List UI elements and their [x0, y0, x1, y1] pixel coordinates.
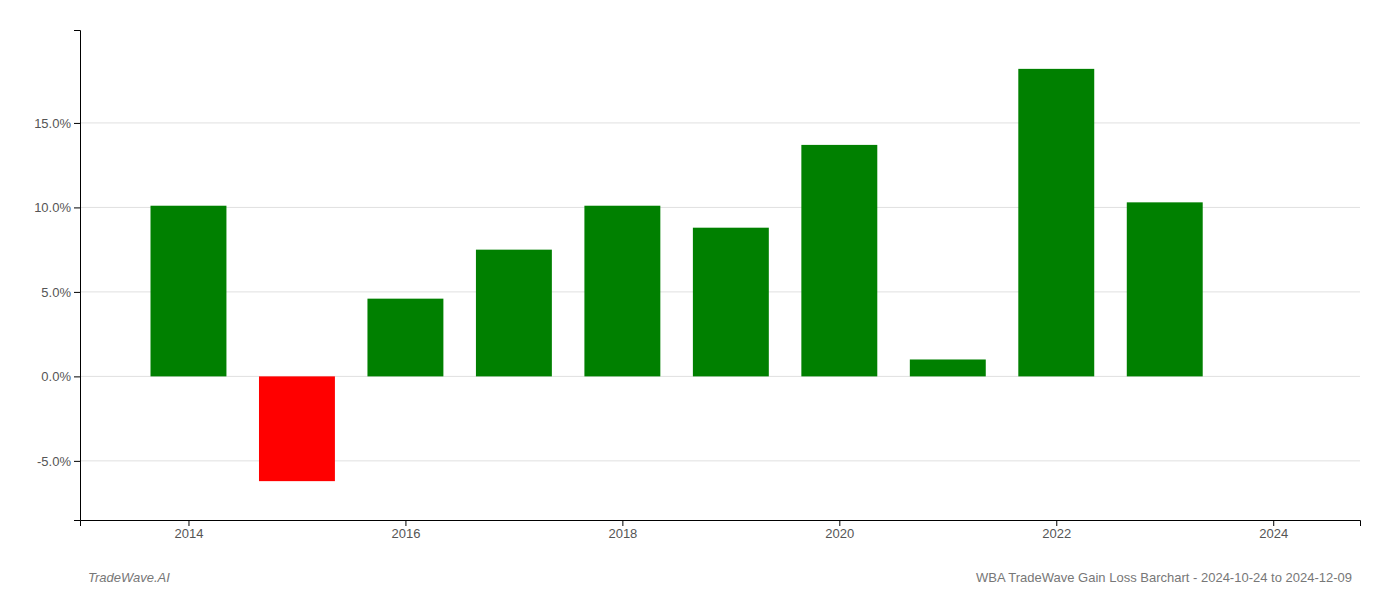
bar	[584, 206, 660, 377]
x-tick: 2022	[1042, 520, 1071, 541]
bar	[1018, 69, 1094, 377]
x-axis-line	[81, 521, 1361, 527]
y-tick-label: 10.0%	[34, 200, 71, 215]
y-tick: -5.0%	[37, 454, 80, 469]
y-tick: 0.0%	[41, 369, 80, 384]
y-tick-mark	[74, 292, 80, 293]
bar	[1127, 202, 1203, 376]
y-tick-mark	[74, 207, 80, 208]
y-axis-line	[74, 31, 81, 521]
chart: 2014 2016 2018 2020 2022 2024 -5.0% 0.0% 5.0% 10.…	[0, 0, 1400, 600]
x-tick-mark	[1056, 520, 1057, 526]
x-tick-mark	[839, 520, 840, 526]
y-tick-mark	[74, 123, 80, 124]
bar	[910, 359, 986, 376]
x-axis: 2014 2016 2018 2020 2022 2024	[81, 520, 1361, 541]
x-tick-label: 2014	[175, 526, 204, 541]
y-tick: 15.0%	[34, 116, 80, 131]
x-tick-label: 2022	[1042, 526, 1071, 541]
x-tick-mark	[405, 520, 406, 526]
bar	[801, 145, 877, 376]
y-tick-mark	[74, 376, 80, 377]
bar	[367, 299, 443, 377]
bar	[259, 376, 335, 481]
y-tick-mark	[74, 461, 80, 462]
x-tick-mark	[1273, 520, 1274, 526]
bar	[151, 206, 227, 377]
y-tick: 5.0%	[41, 285, 80, 300]
plot-area	[151, 69, 1203, 481]
bar	[476, 250, 552, 377]
x-tick: 2020	[825, 520, 854, 541]
bar	[693, 228, 769, 377]
x-tick: 2018	[608, 520, 637, 541]
y-tick-label: -5.0%	[37, 454, 71, 469]
y-axis: -5.0% 0.0% 5.0% 10.0% 15.0%	[34, 31, 80, 521]
x-tick-mark	[622, 520, 623, 526]
x-tick: 2014	[175, 520, 204, 541]
x-tick-label: 2020	[825, 526, 854, 541]
x-tick-label: 2018	[608, 526, 637, 541]
x-tick-mark	[188, 520, 189, 526]
y-tick: 10.0%	[34, 200, 80, 215]
y-tick-label: 0.0%	[41, 369, 71, 384]
x-tick: 2016	[391, 520, 420, 541]
x-tick-label: 2024	[1259, 526, 1288, 541]
title: WBA TradeWave Gain Loss Barchart - 2024-…	[976, 570, 1352, 585]
watermark: TradeWave.AI	[88, 570, 170, 585]
x-tick: 2024	[1259, 520, 1288, 541]
y-tick-label: 5.0%	[41, 285, 71, 300]
grid-line	[80, 122, 1360, 123]
y-tick-label: 15.0%	[34, 116, 71, 131]
x-tick-label: 2016	[391, 526, 420, 541]
